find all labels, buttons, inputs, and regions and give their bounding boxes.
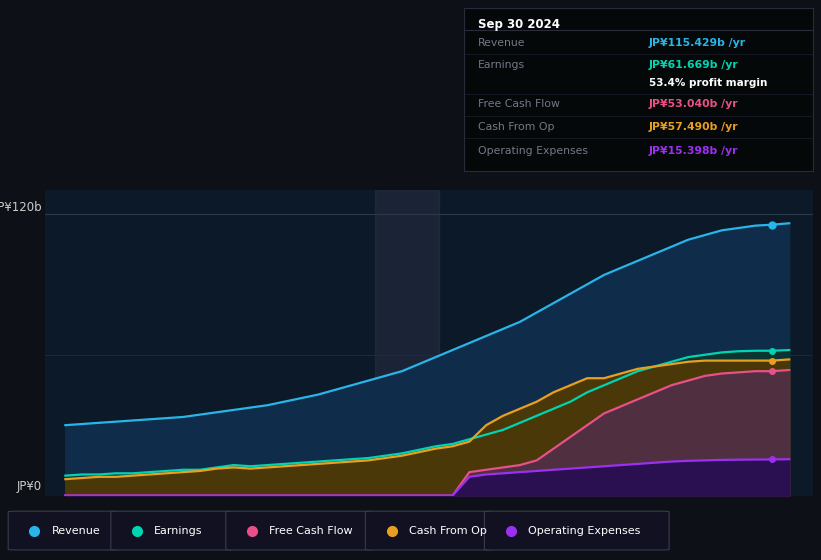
FancyBboxPatch shape: [226, 511, 374, 550]
FancyBboxPatch shape: [8, 511, 119, 550]
FancyBboxPatch shape: [111, 511, 234, 550]
Text: Operating Expenses: Operating Expenses: [528, 526, 640, 535]
Text: JP¥53.040b /yr: JP¥53.040b /yr: [649, 99, 738, 109]
Text: Revenue: Revenue: [478, 38, 525, 48]
Text: Operating Expenses: Operating Expenses: [478, 146, 588, 156]
Text: Earnings: Earnings: [154, 526, 203, 535]
Text: JP¥57.490b /yr: JP¥57.490b /yr: [649, 122, 738, 132]
FancyBboxPatch shape: [484, 511, 669, 550]
Text: Free Cash Flow: Free Cash Flow: [478, 99, 560, 109]
Text: Sep 30 2024: Sep 30 2024: [478, 18, 560, 31]
Text: Revenue: Revenue: [52, 526, 100, 535]
Text: Free Cash Flow: Free Cash Flow: [269, 526, 353, 535]
FancyBboxPatch shape: [365, 511, 493, 550]
Text: Cash From Op: Cash From Op: [409, 526, 487, 535]
Text: JP¥115.429b /yr: JP¥115.429b /yr: [649, 38, 746, 48]
Text: JP¥15.398b /yr: JP¥15.398b /yr: [649, 146, 738, 156]
Text: Earnings: Earnings: [478, 60, 525, 70]
Text: JP¥0: JP¥0: [17, 480, 42, 493]
Bar: [375, 190, 439, 496]
Text: JP¥120b: JP¥120b: [0, 201, 42, 214]
Text: 53.4% profit margin: 53.4% profit margin: [649, 78, 767, 88]
Text: Cash From Op: Cash From Op: [478, 122, 554, 132]
Text: JP¥61.669b /yr: JP¥61.669b /yr: [649, 60, 739, 70]
